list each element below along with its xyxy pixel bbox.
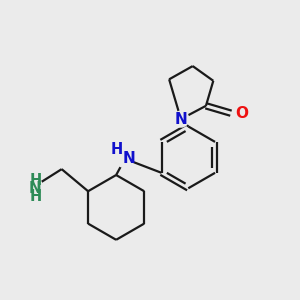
Text: N: N <box>29 181 41 196</box>
Text: H: H <box>30 189 42 204</box>
Circle shape <box>173 111 189 127</box>
Text: N: N <box>123 151 136 166</box>
Circle shape <box>116 150 134 168</box>
Text: O: O <box>235 106 248 121</box>
Circle shape <box>25 178 43 196</box>
Text: N: N <box>175 112 187 127</box>
Text: H: H <box>30 173 42 188</box>
Text: H: H <box>111 142 123 157</box>
